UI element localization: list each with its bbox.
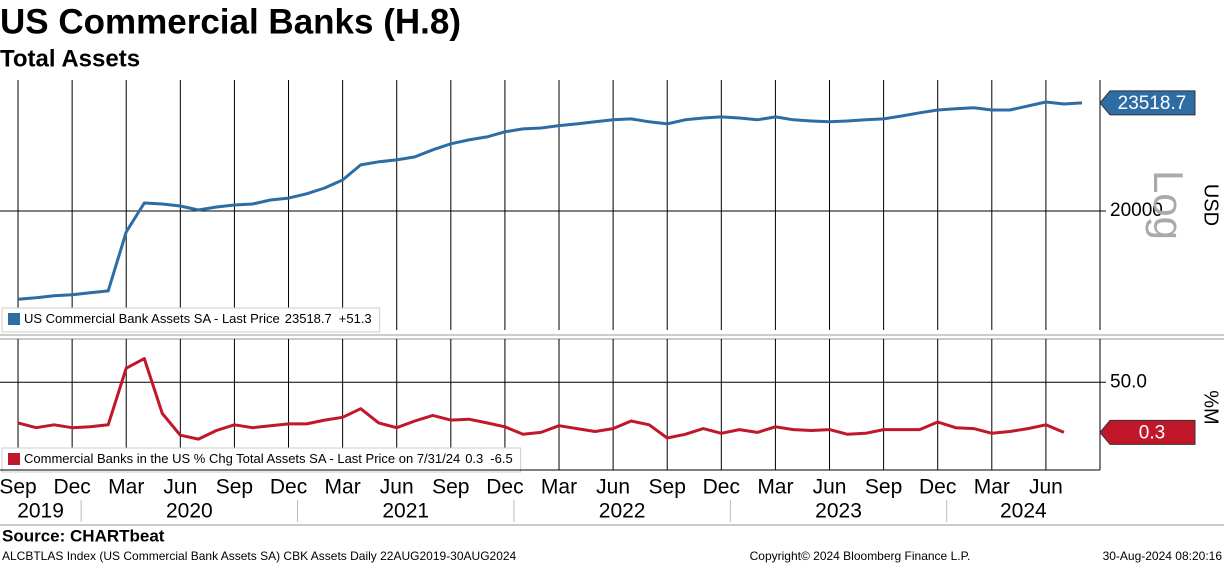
- x-tick-label: Dec: [53, 476, 90, 499]
- value-tag: [1099, 90, 1196, 116]
- x-tick-label: Jun: [596, 476, 630, 499]
- x-tick-label: Mar: [974, 476, 1010, 499]
- x-year-label: 2022: [599, 500, 646, 523]
- legend-box: [1, 307, 381, 333]
- x-tick-label: Jun: [380, 476, 414, 499]
- x-tick-label: Dec: [486, 476, 523, 499]
- y-tick-label: 20000: [1110, 200, 1163, 221]
- x-tick-label: Sep: [216, 476, 253, 499]
- y-axis-label: %M: [1200, 390, 1222, 424]
- x-tick-label: Sep: [649, 476, 686, 499]
- x-tick-label: Sep: [0, 476, 37, 499]
- x-tick-label: Jun: [813, 476, 847, 499]
- footer-right: 30-Aug-2024 08:20:16: [1103, 549, 1223, 563]
- legend-text: US Commercial Bank Assets SA - Last Pric…: [24, 311, 372, 326]
- scale-label: Log: [1145, 170, 1192, 240]
- y-axis-label: USD: [1200, 184, 1222, 226]
- legend-text: Commercial Banks in the US % Chg Total A…: [24, 451, 513, 466]
- value-tag-label: 23518.7: [1118, 93, 1187, 114]
- x-year-label: 2021: [382, 500, 429, 523]
- legend-name: Commercial Banks in the US % Chg Total A…: [24, 451, 460, 466]
- x-tick-label: Jun: [1029, 476, 1063, 499]
- legend-last-value: 0.3: [465, 451, 483, 466]
- value-tag: [1099, 419, 1196, 445]
- x-tick-label: Mar: [325, 476, 361, 499]
- chart-subtitle: Total Assets: [0, 45, 140, 72]
- x-year-label: 2020: [166, 500, 213, 523]
- x-tick-label: Mar: [541, 476, 577, 499]
- x-year-label: 2023: [815, 500, 862, 523]
- value-tag-label: 0.3: [1139, 422, 1165, 443]
- x-tick-label: Dec: [919, 476, 956, 499]
- x-tick-label: Sep: [432, 476, 469, 499]
- legend-name: US Commercial Bank Assets SA - Last Pric…: [24, 311, 280, 326]
- x-year-label: 2019: [17, 500, 64, 523]
- chart-title: US Commercial Banks (H.8): [0, 2, 461, 41]
- x-tick-label: Mar: [757, 476, 793, 499]
- legend-swatch: [8, 313, 20, 325]
- series-line: [17, 357, 1065, 441]
- source: Source: CHARTbeat: [2, 526, 165, 545]
- x-tick-label: Sep: [865, 476, 902, 499]
- series-line: [17, 100, 1083, 301]
- legend-change: +51.3: [339, 311, 372, 326]
- y-tick-label: 50.0: [1110, 371, 1147, 392]
- x-tick-label: Dec: [270, 476, 307, 499]
- x-tick-label: Mar: [108, 476, 144, 499]
- footer-left: ALCBTLAS Index (US Commercial Bank Asset…: [2, 549, 517, 563]
- x-tick-label: Jun: [163, 476, 197, 499]
- legend-last-value: 23518.7: [285, 311, 332, 326]
- x-tick-label: Dec: [703, 476, 740, 499]
- legend-swatch: [8, 453, 20, 465]
- footer-center: Copyright© 2024 Bloomberg Finance L.P.: [750, 549, 971, 563]
- legend-box: [1, 447, 522, 473]
- legend-change: -6.5: [490, 451, 512, 466]
- x-year-label: 2024: [1000, 500, 1047, 523]
